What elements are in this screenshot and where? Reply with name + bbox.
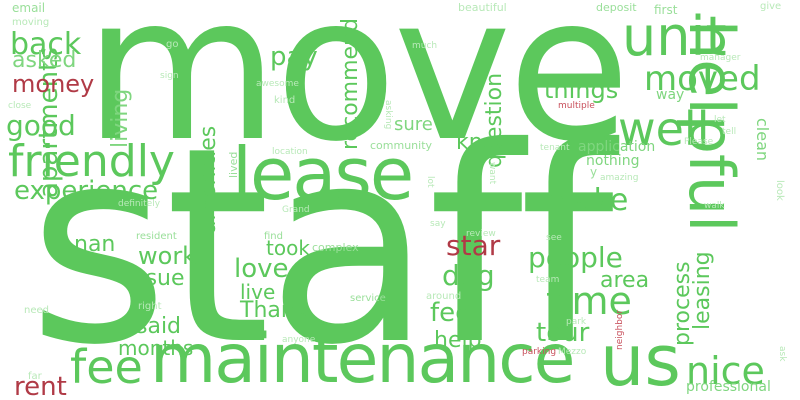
word-nothing: nothing: [586, 153, 640, 169]
word-give: give: [760, 1, 782, 12]
word-review: review: [466, 229, 496, 239]
word-tenant: tenant: [540, 143, 570, 153]
word-right: right: [138, 301, 162, 312]
word-beautiful: beautiful: [458, 1, 507, 14]
word-moved: moved: [644, 59, 761, 99]
word-Grand: Grand: [282, 205, 310, 215]
word-neighbor: neighbor: [615, 309, 625, 350]
word-anyone: anyone: [282, 335, 316, 345]
word-see: see: [546, 233, 562, 243]
word-said: said: [136, 314, 182, 339]
word-feel: feel: [430, 298, 479, 328]
word-definitely: definitely: [118, 199, 161, 209]
word-sign: sign: [160, 71, 179, 81]
word-know: know: [456, 130, 515, 155]
word-walk: walk: [704, 201, 725, 211]
word-good: good: [6, 109, 76, 142]
word-love: love: [234, 254, 289, 284]
word-amenities: amenities: [196, 125, 221, 234]
word-community: community: [370, 139, 433, 152]
word-resident: resident: [136, 231, 177, 242]
word-pay: pay: [270, 42, 318, 72]
word-service: service: [350, 293, 386, 304]
word-work: work: [138, 242, 197, 270]
word-lot: lot: [425, 176, 435, 188]
word-people: people: [528, 241, 623, 274]
word-Thank: Thank: [240, 298, 308, 323]
word-rent: rent: [14, 372, 67, 400]
word-look: look: [774, 180, 785, 201]
word-manager: manager: [700, 53, 741, 63]
word-issue: issue: [128, 266, 185, 291]
word-nan: nan: [74, 232, 116, 257]
word-let: let: [714, 115, 726, 125]
word-amazing: amazing: [600, 173, 639, 183]
word-ask: ask: [777, 346, 787, 362]
word-help: help: [434, 328, 482, 353]
word-asked: asked: [12, 48, 77, 73]
word-maintenance: maintenance: [150, 320, 575, 399]
word-lived: lived: [227, 151, 240, 178]
word-tell: tell: [722, 127, 737, 137]
word-recommend: recommend: [338, 18, 363, 150]
word-took: took: [266, 236, 310, 260]
word-time: time: [546, 279, 632, 323]
word-go: go: [166, 39, 179, 50]
word-Please: Please: [684, 137, 714, 147]
word-multiple: multiple: [558, 101, 595, 111]
word-email: email: [12, 1, 46, 15]
word-Mezzo: Mezzo: [558, 347, 587, 357]
word-team: team: [536, 275, 560, 285]
word-application: application: [578, 139, 656, 155]
word-staff: staff: [28, 89, 614, 400]
word-tour: tour: [536, 318, 590, 348]
word-first: first: [654, 3, 678, 17]
word-clean: clean: [753, 118, 772, 162]
word-say: say: [430, 219, 446, 229]
word-living: living: [108, 88, 133, 148]
word-nice: nice: [686, 349, 765, 393]
word-months: months: [118, 336, 194, 360]
word-professional: professional: [686, 379, 771, 395]
word-way: way: [656, 87, 685, 103]
word-us: us: [600, 320, 681, 400]
word-money: money: [12, 70, 95, 98]
word-awesome: awesome: [256, 79, 299, 89]
word-y: y: [590, 165, 598, 179]
word-back: back: [10, 27, 82, 62]
word-leasing: leasing: [690, 251, 715, 330]
word-around: around: [426, 291, 462, 302]
word-kind: kind: [274, 95, 296, 106]
word-experience: experience: [14, 176, 159, 206]
word-want: want: [487, 162, 497, 185]
word-location: location: [272, 147, 308, 157]
word-star: star: [446, 229, 501, 262]
word-make: make: [546, 183, 629, 218]
word-things: things: [544, 76, 619, 104]
word-close: close: [8, 101, 32, 111]
word-deposit: deposit: [596, 1, 637, 14]
word-far: far: [28, 371, 42, 382]
word-find: find: [264, 231, 283, 242]
word-parking: parking: [522, 347, 557, 357]
word-area: area: [600, 268, 650, 293]
word-well: well: [618, 102, 710, 156]
word-move: move: [84, 0, 631, 186]
word-fee: fee: [70, 340, 143, 394]
word-unit: unit: [622, 5, 727, 68]
word-need: need: [24, 305, 49, 316]
word-much: much: [412, 41, 438, 51]
word-sure: sure: [394, 114, 433, 135]
word-lease: lease: [232, 132, 414, 216]
word-friendly: friendly: [8, 136, 175, 187]
word-complex: complex: [312, 241, 359, 254]
word-live: live: [240, 280, 276, 304]
word-dog: dog: [442, 259, 495, 292]
word-park: park: [566, 317, 587, 327]
word-moving: moving: [12, 17, 50, 28]
word-asking: asking: [383, 100, 393, 130]
